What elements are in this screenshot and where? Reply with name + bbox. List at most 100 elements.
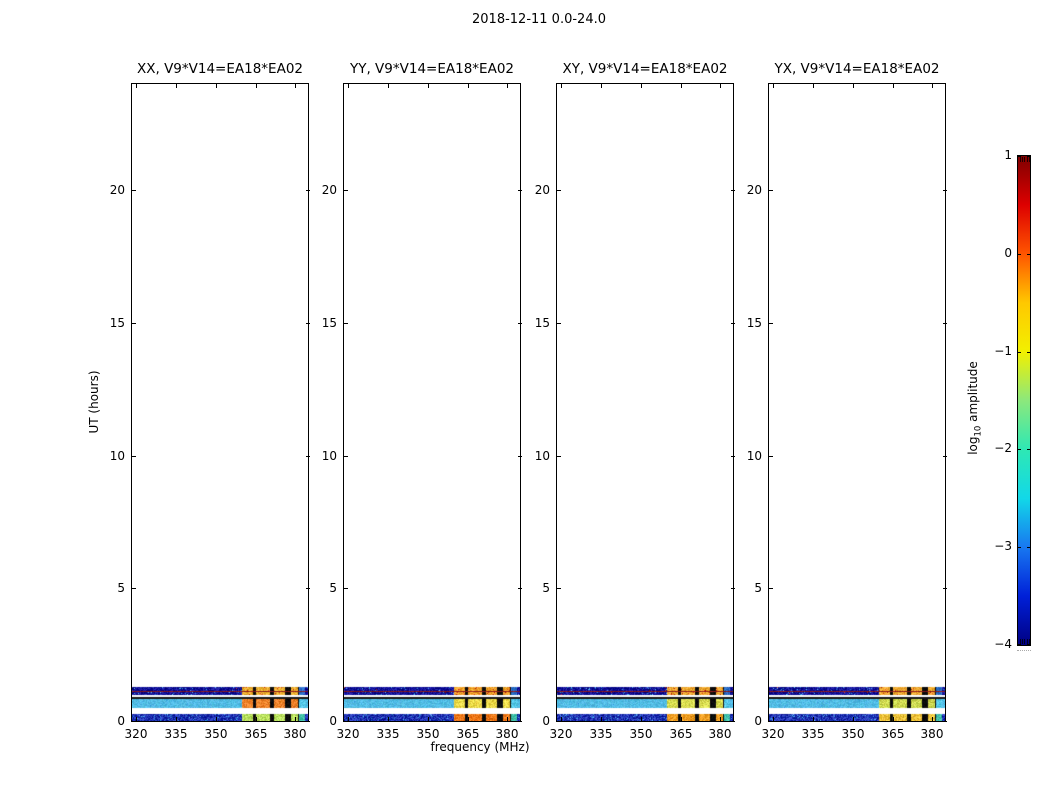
x-axis-label: frequency (MHz) <box>430 740 530 754</box>
x-tick <box>893 717 894 721</box>
y-tick-label: 10 <box>534 449 550 463</box>
y-tick <box>557 190 561 191</box>
y-tick <box>731 588 735 589</box>
y-tick-label: 20 <box>534 183 550 197</box>
x-tick-label: 365 <box>244 727 268 741</box>
x-tick <box>853 717 854 721</box>
spectrogram-canvas-yy <box>344 84 520 721</box>
x-tick <box>641 84 642 88</box>
spectrogram-canvas-xx <box>132 84 308 721</box>
y-tick <box>557 456 561 457</box>
panel-xy-plot-area <box>556 83 735 722</box>
y-tick-label: 10 <box>746 449 762 463</box>
colorbar-tick <box>1018 547 1021 548</box>
y-tick-label: 0 <box>329 714 337 728</box>
spectrogram-canvas-yx <box>769 84 945 721</box>
y-tick <box>943 323 947 324</box>
y-tick <box>557 323 561 324</box>
y-tick <box>344 323 348 324</box>
y-tick-label: 20 <box>109 183 125 197</box>
x-tick-label: 380 <box>283 727 307 741</box>
colorbar-hatch <box>1028 639 1030 644</box>
panel-title-xx: XX, V9*V14=EA18*EA02 <box>136 61 303 77</box>
panel-title-xy: XY, V9*V14=EA18*EA02 <box>562 61 728 77</box>
y-tick <box>306 721 310 722</box>
x-tick-label: 350 <box>416 727 440 741</box>
y-tick-label: 0 <box>117 714 125 728</box>
y-tick <box>132 323 136 324</box>
x-tick <box>893 84 894 88</box>
x-tick <box>507 84 508 88</box>
x-tick-label: 380 <box>495 727 519 741</box>
x-tick <box>601 84 602 88</box>
y-tick <box>132 588 136 589</box>
y-tick-label: 15 <box>321 316 337 330</box>
colorbar-hatch <box>1020 157 1021 162</box>
x-tick-label: 320 <box>124 727 148 741</box>
x-tick-label: 335 <box>376 727 400 741</box>
colorbar-end-dots <box>1017 650 1031 651</box>
x-tick <box>601 717 602 721</box>
x-tick <box>853 84 854 88</box>
colorbar-tick-label: 0 <box>1004 246 1012 260</box>
x-tick-label: 335 <box>164 727 188 741</box>
colorbar-tick <box>1027 644 1030 645</box>
y-tick <box>518 721 522 722</box>
x-tick-label: 365 <box>669 727 693 741</box>
y-tick <box>518 456 522 457</box>
x-tick <box>216 84 217 88</box>
x-tick <box>136 717 137 721</box>
x-tick <box>468 84 469 88</box>
colorbar-tick-label: 1 <box>1004 148 1012 162</box>
y-tick-label: 10 <box>109 449 125 463</box>
y-tick <box>769 721 773 722</box>
colorbar-label-subscript: 10 <box>973 425 984 437</box>
x-tick <box>176 717 177 721</box>
colorbar-tick <box>1027 352 1030 353</box>
y-tick <box>557 588 561 589</box>
y-tick-label: 20 <box>321 183 337 197</box>
x-tick-label: 365 <box>456 727 480 741</box>
x-tick-label: 335 <box>801 727 825 741</box>
y-tick <box>943 721 947 722</box>
y-tick <box>518 323 522 324</box>
x-tick <box>176 84 177 88</box>
y-tick <box>557 721 561 722</box>
colorbar-hatch <box>1020 639 1021 644</box>
colorbar-hatch <box>1024 157 1026 162</box>
x-tick <box>216 717 217 721</box>
x-tick <box>773 84 774 88</box>
y-tick <box>769 190 773 191</box>
x-tick <box>468 717 469 721</box>
x-tick <box>681 717 682 721</box>
y-tick-label: 5 <box>754 581 762 595</box>
x-tick <box>428 717 429 721</box>
x-tick <box>720 717 721 721</box>
y-tick <box>344 190 348 191</box>
y-tick-label: 0 <box>542 714 550 728</box>
x-tick <box>507 717 508 721</box>
colorbar-tick-label: −4 <box>994 637 1012 651</box>
y-tick <box>769 456 773 457</box>
panel-title-yy: YY, V9*V14=EA18*EA02 <box>349 61 514 77</box>
x-tick <box>295 84 296 88</box>
colorbar <box>1017 155 1031 646</box>
colorbar-tick-label: −3 <box>994 539 1012 553</box>
y-tick <box>943 190 947 191</box>
x-tick <box>136 84 137 88</box>
colorbar-hatch <box>1026 157 1028 162</box>
y-tick <box>306 588 310 589</box>
y-tick <box>943 588 947 589</box>
y-tick <box>943 456 947 457</box>
colorbar-tick <box>1027 156 1030 157</box>
x-tick-label: 335 <box>589 727 613 741</box>
y-tick <box>731 323 735 324</box>
x-tick-label: 350 <box>629 727 653 741</box>
y-tick-label: 5 <box>117 581 125 595</box>
x-tick <box>256 717 257 721</box>
colorbar-label-suffix: amplitude <box>966 361 980 426</box>
colorbar-tick-label: −1 <box>994 344 1012 358</box>
spectrogram-canvas-xy <box>557 84 733 721</box>
x-tick <box>681 84 682 88</box>
